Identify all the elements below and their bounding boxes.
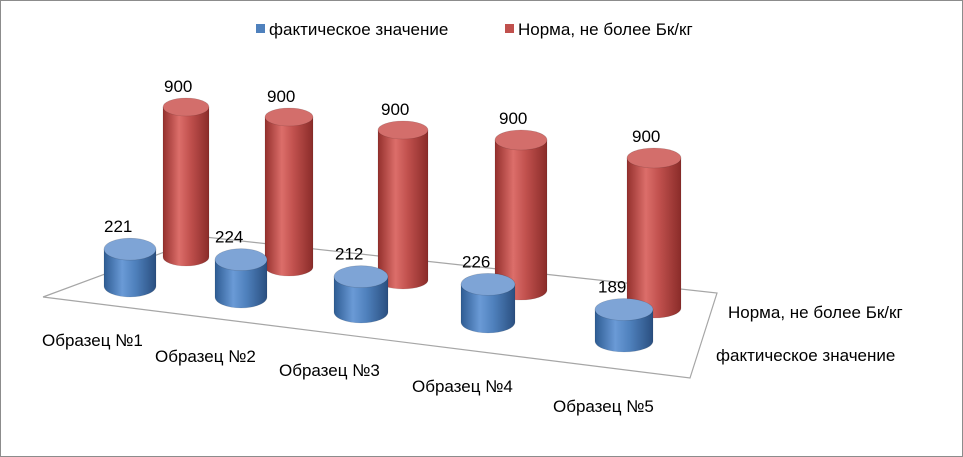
category-label-3: Образец №3 xyxy=(279,361,380,380)
actual-value-label-3: 212 xyxy=(335,245,363,264)
actual-cylinder-5-top xyxy=(594,298,654,321)
legend: фактическое значение Норма, не более Бк/… xyxy=(256,20,693,39)
norm-cylinder-2 xyxy=(264,107,314,277)
norm-cylinder-2-top xyxy=(264,107,314,127)
norm-value-label-3: 900 xyxy=(381,100,409,119)
actual-cylinder-2 xyxy=(214,248,268,309)
legend-swatch-blue xyxy=(256,24,265,33)
labels: 900 900 900 900 900 221 224 212 226 189 Образец №1… xyxy=(42,77,903,416)
norm-value-label-4: 900 xyxy=(499,109,527,128)
actual-cylinder-1 xyxy=(103,237,157,298)
actual-cylinder-3 xyxy=(333,265,389,324)
norm-cylinder-3 xyxy=(377,120,429,290)
norm-cylinder-1-body xyxy=(162,106,210,267)
depth-axis-label-2: фактическое значение xyxy=(716,346,895,365)
legend-swatch-red xyxy=(505,24,514,33)
norm-cylinder-4 xyxy=(494,129,548,301)
actual-cylinder-2-top xyxy=(214,248,268,271)
actual-cylinder-5 xyxy=(594,298,654,353)
legend-label-actual: фактическое значение xyxy=(269,20,448,39)
actual-value-label-5: 189 xyxy=(598,278,626,297)
norm-cylinder-5 xyxy=(626,147,682,319)
actual-cylinder-4 xyxy=(460,273,516,334)
norm-value-label-1: 900 xyxy=(164,77,192,96)
norm-cylinder-4-top xyxy=(494,129,548,151)
norm-cylinder-1 xyxy=(162,97,210,267)
depth-axis-label-1: Норма, не более Бк/кг xyxy=(728,303,903,322)
actual-cylinder-3-body xyxy=(333,276,389,324)
actual-cylinder-4-top xyxy=(460,273,516,296)
norm-cylinder-3-top xyxy=(377,120,429,140)
norm-cylinder-1-top xyxy=(162,97,210,117)
norm-cylinder-2-body xyxy=(264,116,314,277)
norm-value-label-2: 900 xyxy=(267,87,295,106)
norm-cylinder-5-top xyxy=(626,147,682,169)
actual-value-label-1: 221 xyxy=(104,217,132,236)
actual-cylinder-3-top xyxy=(333,265,389,288)
legend-item-actual: фактическое значение xyxy=(256,20,448,39)
norm-cylinder-5-body xyxy=(626,157,682,319)
category-label-4: Образец №4 xyxy=(412,377,513,396)
norm-value-label-5: 900 xyxy=(632,127,660,146)
legend-label-norm: Норма, не более Бк/кг xyxy=(518,20,693,39)
actual-value-label-4: 226 xyxy=(462,252,490,271)
category-label-2: Образец №2 xyxy=(155,347,256,366)
actual-cylinder-5-body xyxy=(594,309,654,353)
category-label-1: Образец №1 xyxy=(42,331,143,350)
category-label-5: Образец №5 xyxy=(553,397,654,416)
actual-cylinder-2-body xyxy=(214,259,268,309)
legend-item-norm: Норма, не более Бк/кг xyxy=(505,20,693,39)
cylinders xyxy=(103,97,682,353)
actual-cylinder-1-top xyxy=(103,237,157,261)
actual-cylinder-4-body xyxy=(460,284,516,334)
actual-value-label-2: 224 xyxy=(215,228,243,247)
actual-cylinder-1-body xyxy=(103,248,157,298)
norm-cylinder-3-body xyxy=(377,129,429,290)
